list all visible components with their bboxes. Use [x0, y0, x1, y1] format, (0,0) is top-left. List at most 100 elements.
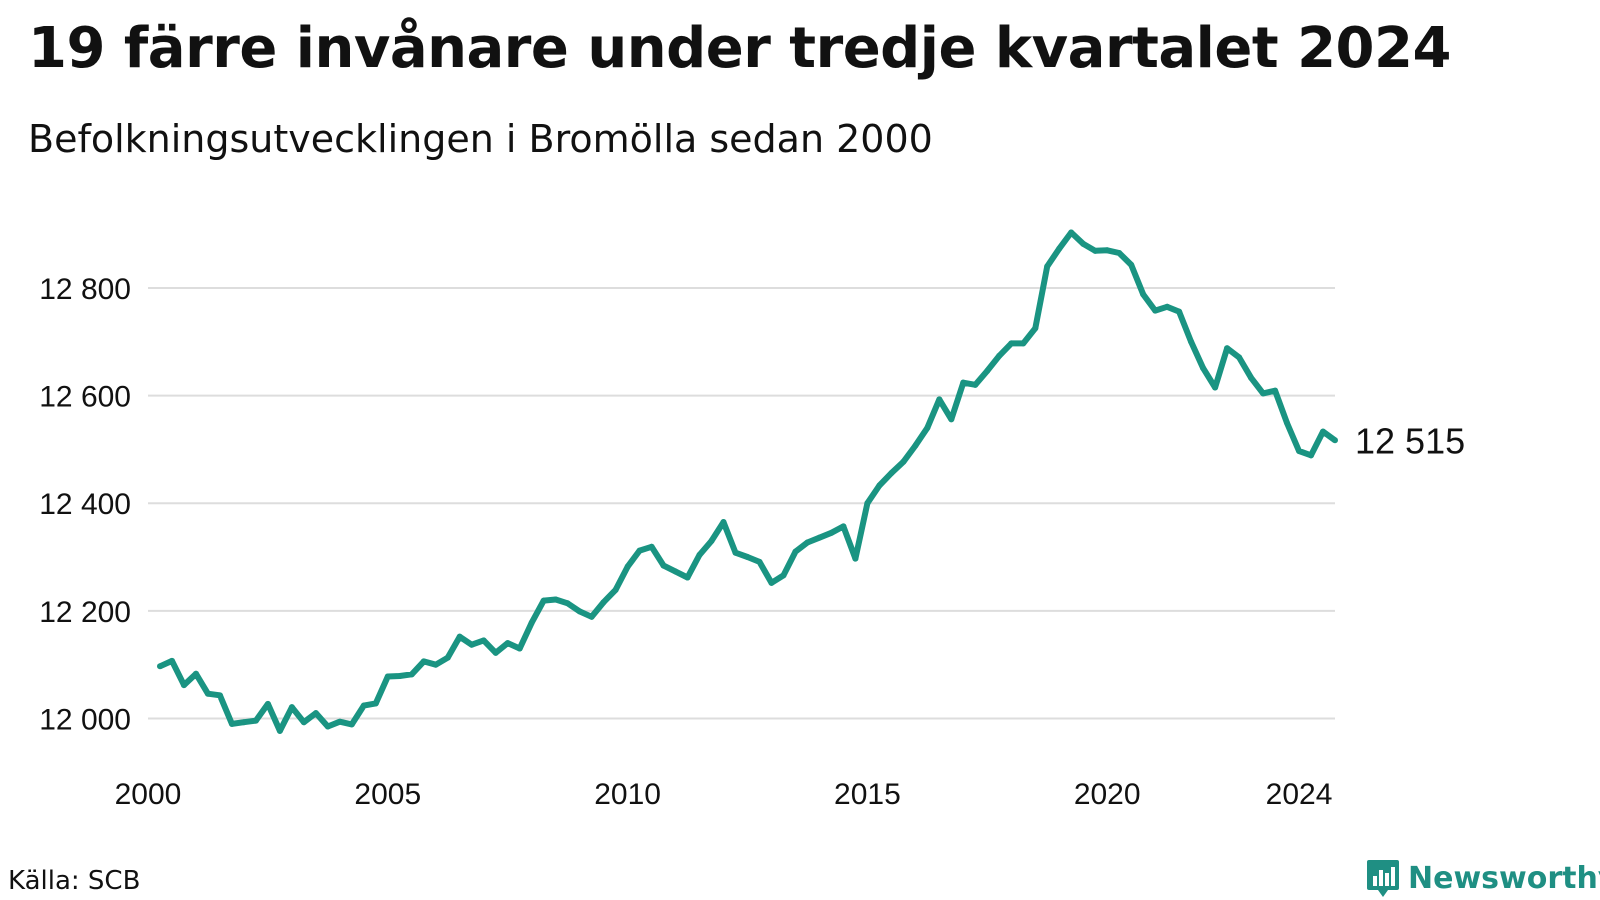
data-point — [600, 599, 607, 606]
data-point — [864, 500, 871, 507]
brand-logo[interactable]: Newsworthy — [1366, 856, 1600, 900]
data-point — [924, 424, 931, 431]
data-point — [936, 396, 943, 403]
data-point — [672, 568, 679, 575]
data-point — [876, 482, 883, 489]
data-point — [1080, 240, 1087, 247]
data-point — [948, 416, 955, 423]
data-point — [1308, 452, 1315, 459]
population-line — [158, 229, 1337, 734]
data-point — [1332, 437, 1338, 444]
data-point — [804, 539, 811, 546]
data-point — [1116, 249, 1123, 256]
data-point — [336, 718, 343, 725]
data-point — [984, 367, 991, 374]
data-point — [888, 470, 895, 477]
x-tick-label: 2005 — [354, 778, 421, 811]
data-point — [1092, 247, 1099, 254]
data-point — [996, 352, 1003, 359]
data-point — [624, 563, 631, 570]
data-point — [432, 661, 439, 668]
data-point — [1044, 263, 1051, 270]
data-point — [384, 673, 391, 680]
data-point — [660, 562, 667, 569]
data-point — [1008, 340, 1015, 347]
data-point — [1128, 261, 1135, 268]
data-point — [324, 723, 331, 730]
data-point — [1176, 308, 1183, 315]
data-point — [468, 641, 475, 648]
data-point — [360, 702, 367, 709]
data-point — [576, 608, 583, 615]
data-point — [1236, 354, 1243, 361]
data-point — [156, 663, 163, 670]
data-point — [960, 379, 967, 386]
data-point — [636, 547, 643, 554]
data-point — [564, 600, 571, 607]
chart-subtitle: Befolkningsutvecklingen i Bromölla sedan… — [28, 117, 933, 161]
data-point — [540, 597, 547, 604]
data-point — [1104, 247, 1111, 254]
data-point — [1212, 384, 1219, 391]
x-axis-ticks: 2000 2005 2010 2015 2020 2024 — [115, 778, 1333, 811]
data-point — [480, 637, 487, 644]
data-point — [1260, 390, 1267, 397]
data-point — [312, 710, 319, 717]
newsworthy-logo-icon — [1367, 860, 1399, 897]
data-point — [768, 579, 775, 586]
chart-title: 19 färre invånare under tredje kvartalet… — [28, 16, 1451, 81]
data-point — [492, 649, 499, 656]
source-note: Källa: SCB — [8, 866, 141, 896]
data-point — [276, 727, 283, 734]
x-tick-label: 2000 — [115, 778, 182, 811]
data-point — [684, 574, 691, 581]
data-point — [828, 529, 835, 536]
data-point — [1272, 387, 1279, 394]
data-point — [1068, 229, 1075, 236]
data-point — [912, 442, 919, 449]
data-point — [372, 700, 379, 707]
data-point — [264, 700, 271, 707]
data-point — [552, 596, 559, 603]
x-tick-label: 2015 — [834, 778, 901, 811]
data-point — [612, 586, 619, 593]
data-point — [252, 717, 259, 724]
data-point — [1164, 303, 1171, 310]
data-point — [816, 534, 823, 541]
y-tick-label: 12 800 — [39, 273, 131, 306]
y-tick-label: 12 000 — [39, 703, 131, 736]
data-point — [792, 548, 799, 555]
data-point — [300, 719, 307, 726]
y-tick-label: 12 200 — [39, 596, 131, 629]
data-point — [1032, 325, 1039, 332]
data-point — [1020, 340, 1027, 347]
data-point — [1152, 307, 1159, 314]
data-point — [780, 572, 787, 579]
data-point — [516, 645, 523, 652]
data-point — [168, 657, 175, 664]
x-tick-label: 2024 — [1266, 778, 1333, 811]
gridlines — [148, 286, 1335, 720]
x-tick-label: 2010 — [594, 778, 661, 811]
data-point — [1284, 420, 1291, 427]
data-point — [732, 549, 739, 556]
x-tick-label: 2020 — [1074, 778, 1141, 811]
data-point — [1248, 374, 1255, 381]
data-point — [1224, 345, 1231, 352]
data-point — [744, 554, 751, 561]
data-point — [192, 670, 199, 677]
data-point — [456, 633, 463, 640]
data-point — [756, 558, 763, 565]
data-point — [204, 690, 211, 697]
data-point — [1320, 428, 1327, 435]
brand-name: Newsworthy — [1408, 860, 1600, 896]
y-tick-label: 12 400 — [39, 488, 131, 521]
data-point — [348, 721, 355, 728]
data-point — [1296, 448, 1303, 455]
data-point — [852, 555, 859, 562]
data-point — [1200, 365, 1207, 372]
data-point — [288, 704, 295, 711]
data-point — [444, 654, 451, 661]
y-tick-label: 12 600 — [39, 381, 131, 414]
